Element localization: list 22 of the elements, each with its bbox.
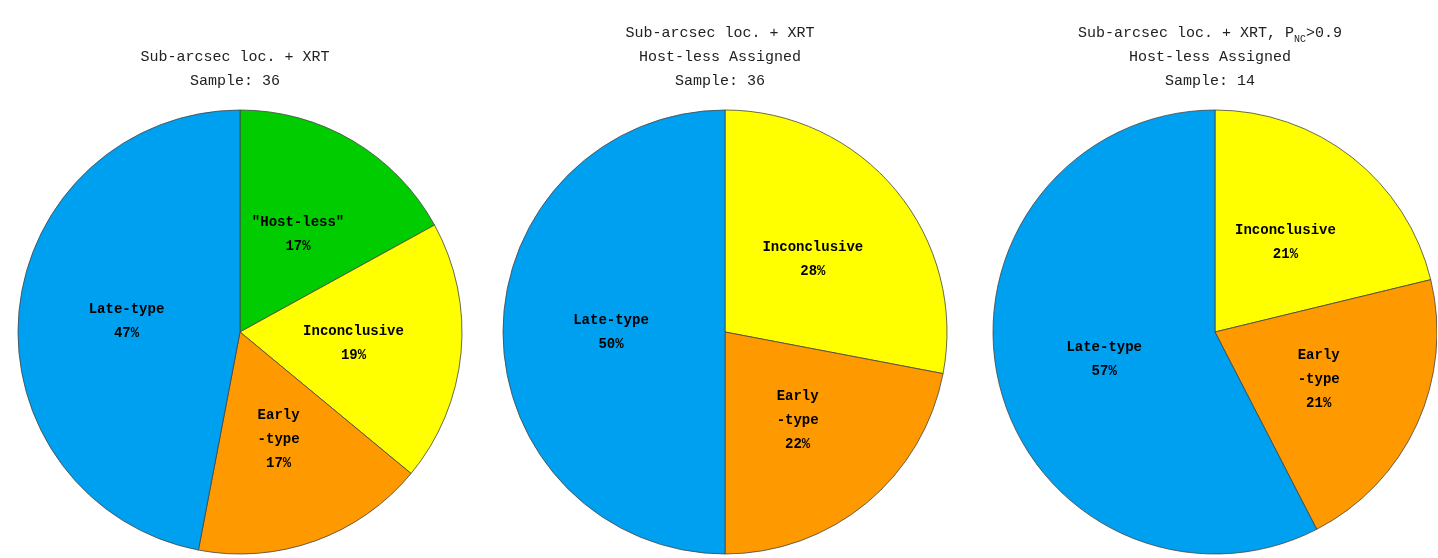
data-label: 22% [785, 435, 811, 452]
slice-label: Late-type [1066, 338, 1143, 355]
slice-label: Early -type [1297, 347, 1341, 388]
data-label: 28% [800, 263, 827, 280]
data-label: 47% [113, 325, 140, 342]
chart-title: Sub-arcsec loc. + XRT Host-less Assigned Sample: 36 [625, 24, 815, 90]
data-label: 50% [598, 336, 625, 352]
chart-title: Sub-arcsec loc. + XRT Sample: 36 [140, 48, 330, 90]
slice-label: "Host-less" [251, 213, 345, 230]
slice-label: Inconclusive [1235, 222, 1336, 239]
data-label: 57% [1091, 362, 1118, 379]
data-label: 21% [1306, 395, 1332, 412]
slice-label: Late-type [88, 301, 165, 318]
data-label: 21% [1272, 246, 1299, 263]
data-label: 19% [340, 346, 367, 363]
slice-label: Inconclusive [303, 322, 404, 339]
slice-label: Early -type [776, 387, 820, 428]
slice-label: Early -type [257, 407, 301, 448]
slice-label: Late-type [573, 312, 649, 328]
data-label: 17% [285, 237, 312, 254]
data-label: 17% [266, 455, 292, 472]
slice-label: Inconclusive [762, 239, 864, 256]
